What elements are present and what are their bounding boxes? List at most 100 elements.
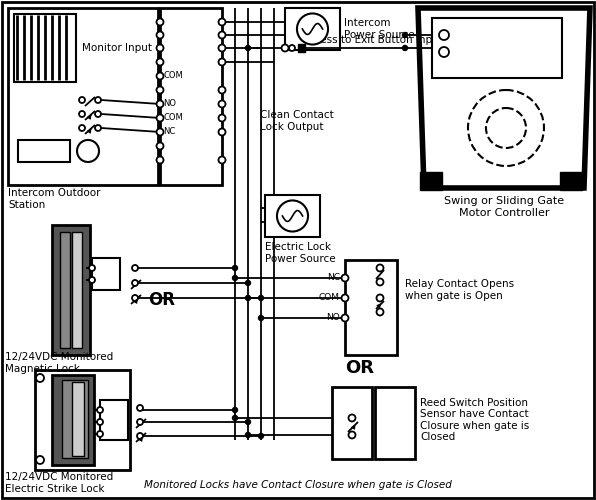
Circle shape <box>377 278 383 285</box>
Circle shape <box>439 47 449 57</box>
Circle shape <box>377 294 383 302</box>
Circle shape <box>157 18 163 26</box>
Text: NC: NC <box>163 128 175 136</box>
Text: Monitor Input: Monitor Input <box>82 43 152 53</box>
Circle shape <box>137 433 143 439</box>
Circle shape <box>246 46 250 51</box>
Circle shape <box>137 419 143 425</box>
Circle shape <box>36 456 44 464</box>
Circle shape <box>157 128 163 136</box>
Bar <box>92 258 120 290</box>
Bar <box>18 140 70 162</box>
Circle shape <box>219 114 225 121</box>
Text: Press to Exit Button Input: Press to Exit Button Input <box>310 35 443 45</box>
Circle shape <box>232 266 237 270</box>
Circle shape <box>157 32 163 38</box>
Circle shape <box>246 420 250 424</box>
Text: 12/24VDC Monitored
Magnetic Lock: 12/24VDC Monitored Magnetic Lock <box>5 352 113 374</box>
Circle shape <box>289 45 295 51</box>
Text: NO: NO <box>163 100 176 108</box>
Circle shape <box>97 431 103 437</box>
Circle shape <box>402 32 408 38</box>
Circle shape <box>79 125 85 131</box>
Circle shape <box>232 276 237 280</box>
Circle shape <box>246 280 250 285</box>
Bar <box>298 44 305 52</box>
Bar <box>100 400 128 440</box>
Circle shape <box>157 44 163 52</box>
Circle shape <box>219 86 225 94</box>
Circle shape <box>402 46 408 51</box>
Bar <box>160 8 222 185</box>
Circle shape <box>246 432 250 438</box>
Bar <box>332 387 372 459</box>
Bar <box>35 370 130 470</box>
Bar <box>52 375 94 465</box>
Circle shape <box>342 294 349 302</box>
Circle shape <box>486 108 526 148</box>
Circle shape <box>97 407 103 413</box>
Bar <box>375 387 415 459</box>
Bar <box>14 14 76 82</box>
Circle shape <box>377 308 383 316</box>
Circle shape <box>219 156 225 164</box>
Circle shape <box>277 200 308 232</box>
Text: OR: OR <box>148 291 175 309</box>
Text: OR: OR <box>346 359 374 377</box>
Circle shape <box>219 32 225 38</box>
Bar <box>420 172 442 190</box>
Circle shape <box>157 86 163 94</box>
Circle shape <box>95 97 101 103</box>
Bar <box>60 232 70 348</box>
Bar <box>285 8 340 50</box>
Circle shape <box>468 90 544 166</box>
Circle shape <box>219 44 225 52</box>
Text: Clean Contact
Lock Output: Clean Contact Lock Output <box>260 110 334 132</box>
Text: 12/24VDC Monitored
Electric Strike Lock: 12/24VDC Monitored Electric Strike Lock <box>5 472 113 494</box>
Circle shape <box>342 314 349 322</box>
Circle shape <box>79 97 85 103</box>
Circle shape <box>219 18 225 26</box>
Bar <box>265 195 320 237</box>
Text: COM: COM <box>319 294 340 302</box>
Text: COM: COM <box>163 114 183 122</box>
Circle shape <box>157 156 163 164</box>
Text: Monitored Locks have Contact Closure when gate is Closed: Monitored Locks have Contact Closure whe… <box>144 480 452 490</box>
Polygon shape <box>418 8 590 188</box>
Circle shape <box>342 274 349 281</box>
Text: COM: COM <box>163 72 183 80</box>
Text: NC: NC <box>327 274 340 282</box>
Circle shape <box>89 265 95 271</box>
Text: Electric Lock
Power Source: Electric Lock Power Source <box>265 242 336 264</box>
Bar <box>8 8 158 185</box>
Bar <box>72 382 84 456</box>
Circle shape <box>157 142 163 150</box>
Circle shape <box>132 295 138 301</box>
Circle shape <box>157 100 163 107</box>
Circle shape <box>297 14 328 44</box>
Circle shape <box>259 434 263 438</box>
Text: Reed Switch Position
Sensor have Contact
Closure when gate is
Closed: Reed Switch Position Sensor have Contact… <box>420 398 529 442</box>
Circle shape <box>349 432 355 438</box>
Text: NO: NO <box>326 314 340 322</box>
Bar <box>345 260 397 355</box>
Circle shape <box>132 280 138 286</box>
Circle shape <box>349 414 355 422</box>
Circle shape <box>281 44 288 52</box>
Circle shape <box>79 111 85 117</box>
Circle shape <box>95 125 101 131</box>
Circle shape <box>219 58 225 66</box>
Circle shape <box>232 416 237 420</box>
Bar <box>560 172 582 190</box>
Circle shape <box>97 419 103 425</box>
Text: Relay Contact Opens
when gate is Open: Relay Contact Opens when gate is Open <box>405 279 514 301</box>
Circle shape <box>36 374 44 382</box>
Circle shape <box>157 114 163 121</box>
Bar <box>62 380 88 458</box>
Circle shape <box>95 111 101 117</box>
Circle shape <box>439 30 449 40</box>
Circle shape <box>259 296 263 300</box>
Bar <box>52 225 90 355</box>
Text: Intercom
Power Source: Intercom Power Source <box>344 18 415 40</box>
Circle shape <box>137 405 143 411</box>
